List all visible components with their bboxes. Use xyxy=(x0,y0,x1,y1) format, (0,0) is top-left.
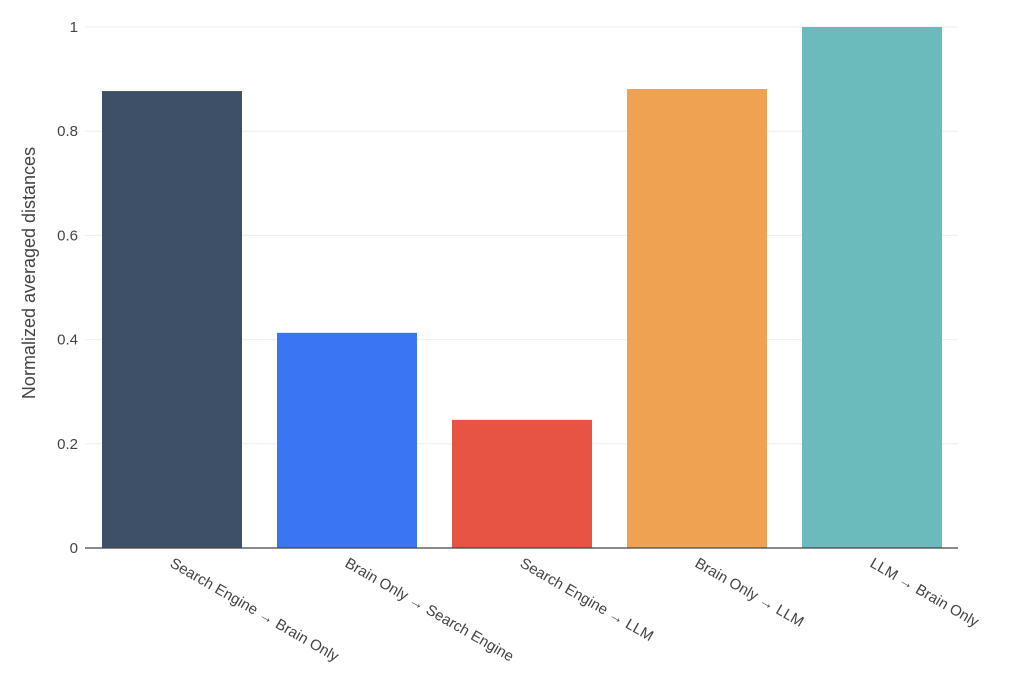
bar xyxy=(102,91,242,548)
y-tick-label: 0.8 xyxy=(57,123,78,140)
bar xyxy=(802,27,942,548)
bar xyxy=(277,332,417,548)
y-tick-label: 0.4 xyxy=(57,332,78,349)
x-tick-label: Brain Only → Search Engine xyxy=(342,555,517,666)
x-tick-label: Search Engine → Brain Only xyxy=(167,555,342,666)
y-tick-label: 1 xyxy=(70,19,78,36)
bar xyxy=(452,419,592,548)
y-tick-label: 0.2 xyxy=(57,436,78,453)
bar xyxy=(627,88,767,549)
x-tick-label: LLM → Brain Only xyxy=(867,555,982,631)
x-tick-label: Search Engine → LLM xyxy=(517,555,656,645)
y-tick-label: 0 xyxy=(70,540,78,557)
x-tick-label: Brain Only → LLM xyxy=(692,555,807,631)
y-axis-label: Normalized averaged distances xyxy=(19,147,39,399)
y-tick-label: 0.6 xyxy=(57,227,78,244)
